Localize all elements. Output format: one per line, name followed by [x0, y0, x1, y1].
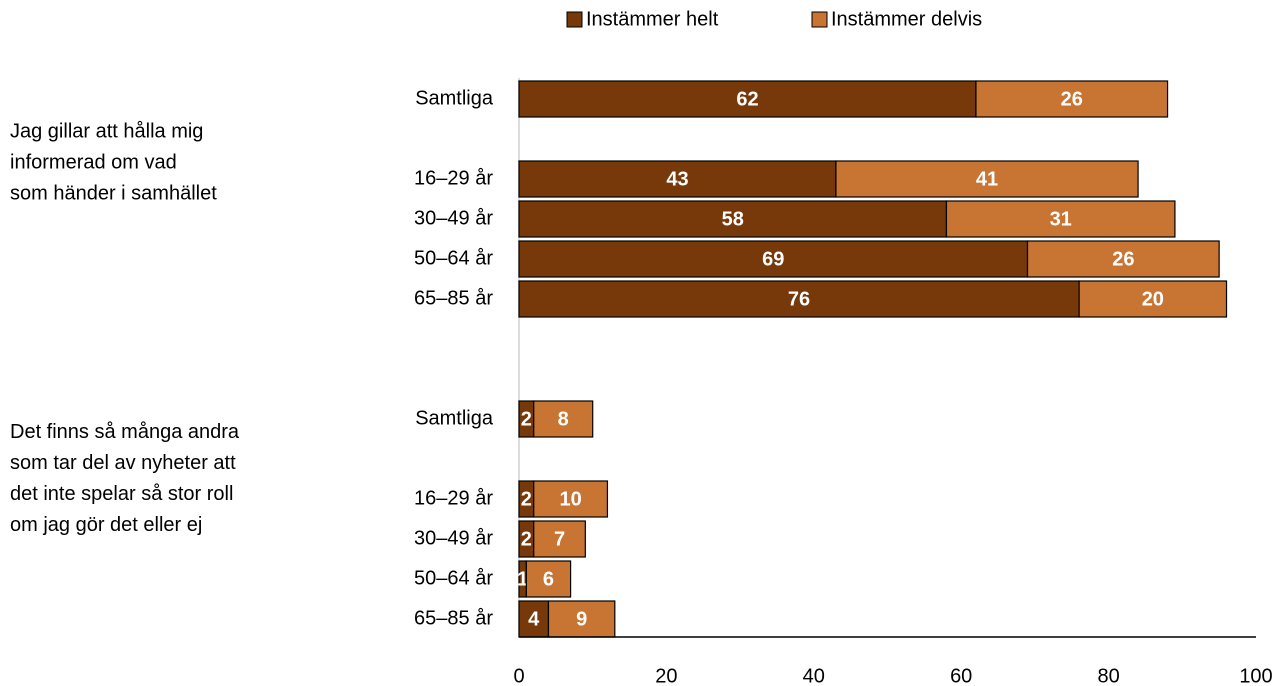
value-label: 76 — [788, 288, 810, 310]
group-label: som händer i samhället — [10, 182, 217, 204]
value-label: 26 — [1112, 248, 1134, 270]
value-label: 2 — [521, 488, 532, 510]
legend-swatch — [811, 11, 828, 28]
value-label: 9 — [576, 608, 587, 630]
bar — [533, 520, 586, 558]
legend-label: Instämmer helt — [586, 8, 719, 30]
group-label: det inte spelar så stor roll — [10, 483, 233, 505]
x-tick-label: 100 — [1239, 665, 1272, 686]
bar — [945, 200, 1176, 238]
y-tick-label: Samtliga — [415, 407, 494, 429]
value-label: 43 — [666, 168, 688, 190]
group-label: Det finns så många andra — [10, 421, 240, 443]
bar — [533, 480, 609, 518]
bar — [547, 600, 616, 638]
value-label: 7 — [554, 528, 565, 550]
group-label: Jag gillar att hålla mig — [10, 120, 203, 142]
bar — [835, 160, 1139, 198]
y-tick-label: 65–85 år — [414, 607, 493, 629]
group-label: om jag gör det eller ej — [10, 514, 202, 536]
x-tick-label: 0 — [513, 665, 524, 686]
bar — [1026, 240, 1220, 278]
value-label: 6 — [543, 568, 554, 590]
value-label: 2 — [521, 528, 532, 550]
y-tick-label: Samtliga — [415, 87, 494, 109]
y-tick-label: 30–49 år — [414, 207, 493, 229]
x-tick-label: 20 — [655, 665, 677, 686]
y-tick-label: 16–29 år — [414, 487, 493, 509]
value-label: 41 — [976, 168, 998, 190]
x-tick-label: 40 — [803, 665, 825, 686]
value-label: 8 — [558, 408, 569, 430]
y-tick-label: 16–29 år — [414, 167, 493, 189]
group-label: som tar del av nyheter att — [10, 452, 236, 474]
bar — [518, 160, 837, 198]
bar — [1078, 280, 1228, 318]
x-tick-label: 60 — [950, 665, 972, 686]
legend-swatch — [566, 11, 583, 28]
bar — [533, 400, 594, 438]
x-tick-label: 80 — [1097, 665, 1119, 686]
value-label: 62 — [736, 88, 758, 110]
value-label: 4 — [528, 608, 540, 630]
value-label: 31 — [1050, 208, 1072, 230]
bar — [525, 560, 572, 598]
value-label: 26 — [1061, 88, 1083, 110]
group-label: informerad om vad — [10, 151, 177, 173]
value-label: 10 — [559, 488, 581, 510]
bar — [518, 280, 1080, 318]
legend-label: Instämmer delvis — [831, 8, 982, 30]
y-tick-label: 50–64 år — [414, 247, 493, 269]
value-label: 20 — [1142, 288, 1164, 310]
value-label: 58 — [722, 208, 744, 230]
y-tick-label: 30–49 år — [414, 527, 493, 549]
value-label: 1 — [517, 568, 528, 590]
value-label: 69 — [762, 248, 784, 270]
value-label: 2 — [521, 408, 532, 430]
y-tick-label: 65–85 år — [414, 287, 493, 309]
y-tick-label: 50–64 år — [414, 567, 493, 589]
bar — [975, 80, 1169, 118]
